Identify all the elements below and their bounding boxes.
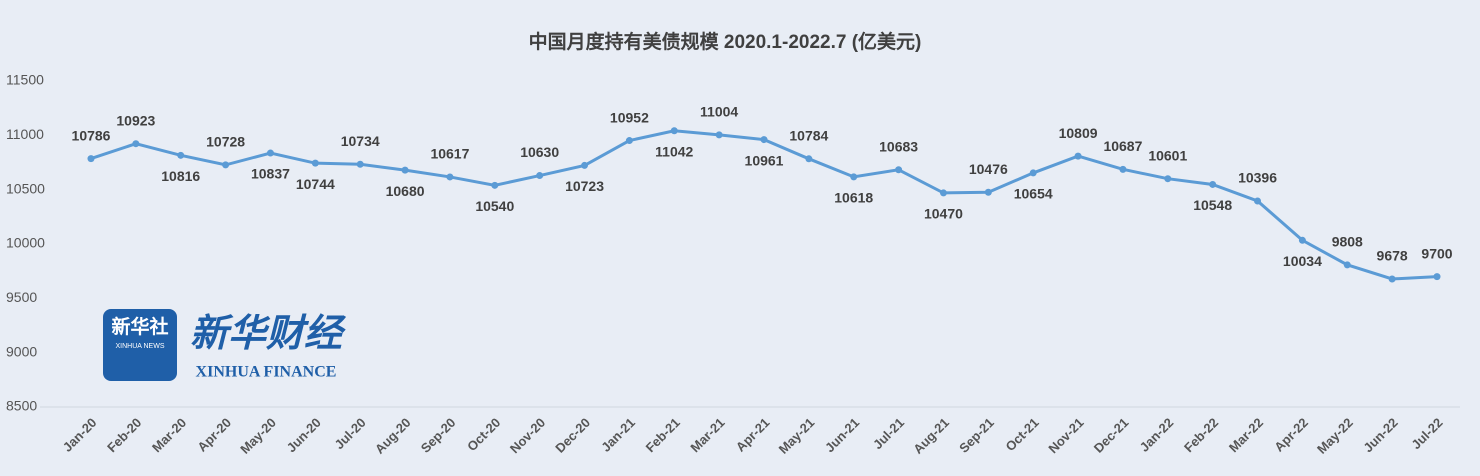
- data-label: 10952: [610, 109, 649, 125]
- data-label: 10961: [745, 152, 784, 168]
- point: [805, 155, 813, 163]
- data-label: 10786: [72, 127, 111, 143]
- point: [939, 189, 947, 197]
- point: [222, 161, 230, 169]
- data-label: 10540: [475, 198, 514, 214]
- logo: 新华社 XINHUA NEWS 新华财经 XINHUA FINANCE: [103, 309, 347, 381]
- point: [895, 166, 903, 174]
- point: [491, 181, 499, 189]
- point: [625, 137, 633, 145]
- point: [1119, 165, 1127, 173]
- data-label: 10816: [161, 168, 200, 184]
- data-label: 10601: [1148, 147, 1187, 163]
- data-label: 10470: [924, 206, 963, 222]
- data-label: 10680: [386, 183, 425, 199]
- point: [177, 151, 185, 159]
- y-tick-label: 8500: [6, 398, 37, 414]
- logo-badge: [103, 309, 177, 381]
- data-label: 10683: [879, 138, 918, 154]
- data-label: 10734: [341, 133, 380, 149]
- data-label: 10617: [430, 146, 469, 162]
- point: [87, 155, 95, 163]
- point: [850, 173, 858, 181]
- y-tick-label: 10500: [6, 180, 45, 196]
- point: [670, 127, 678, 135]
- y-tick-label: 11000: [6, 126, 44, 142]
- point: [311, 159, 319, 167]
- data-label: 11042: [655, 143, 693, 159]
- chart-title: 中国月度持有美债规模 2020.1-2022.7 (亿美元): [529, 30, 922, 53]
- logo-brand: 新华财经: [190, 313, 347, 355]
- point: [1209, 180, 1217, 188]
- point: [132, 140, 140, 148]
- point: [1254, 197, 1262, 205]
- y-tick-label: 11500: [6, 72, 44, 88]
- logo-agency-en: XINHUA NEWS: [115, 343, 164, 350]
- point: [536, 172, 544, 180]
- y-tick-label: 10000: [6, 235, 45, 251]
- point: [1298, 236, 1306, 244]
- point: [1074, 152, 1082, 160]
- data-label: 10687: [1103, 138, 1142, 154]
- data-label: 10618: [834, 190, 873, 206]
- data-label: 10034: [1283, 253, 1322, 269]
- point: [356, 160, 364, 168]
- point: [1029, 169, 1037, 177]
- y-tick-label: 9000: [6, 343, 37, 359]
- point: [581, 161, 589, 169]
- data-label: 11004: [700, 104, 738, 120]
- point: [715, 131, 723, 139]
- data-label: 10630: [520, 144, 559, 160]
- y-tick-label: 9500: [6, 289, 37, 305]
- logo-agency: 新华社: [111, 315, 168, 338]
- data-label: 9808: [1332, 234, 1363, 250]
- data-label: 10396: [1238, 170, 1277, 186]
- point: [1164, 175, 1172, 183]
- data-label: 10809: [1059, 125, 1098, 141]
- point: [1433, 273, 1441, 281]
- point: [446, 173, 454, 181]
- data-label: 10723: [565, 178, 604, 194]
- data-label: 10837: [251, 166, 290, 182]
- data-label: 9678: [1377, 248, 1408, 264]
- point: [1343, 261, 1351, 269]
- data-label: 10654: [1014, 186, 1053, 202]
- point: [760, 136, 768, 144]
- data-label: 10476: [969, 161, 1008, 177]
- data-label: 10728: [206, 134, 245, 150]
- data-label: 9700: [1421, 245, 1452, 261]
- data-label: 10784: [789, 128, 828, 144]
- logo-brand-en: XINHUA FINANCE: [196, 364, 337, 381]
- data-label: 10744: [296, 176, 335, 192]
- data-label: 10548: [1193, 197, 1232, 213]
- point: [984, 188, 992, 196]
- data-label: 10923: [116, 112, 155, 128]
- point: [401, 166, 409, 174]
- point: [1388, 275, 1396, 283]
- point: [266, 149, 274, 157]
